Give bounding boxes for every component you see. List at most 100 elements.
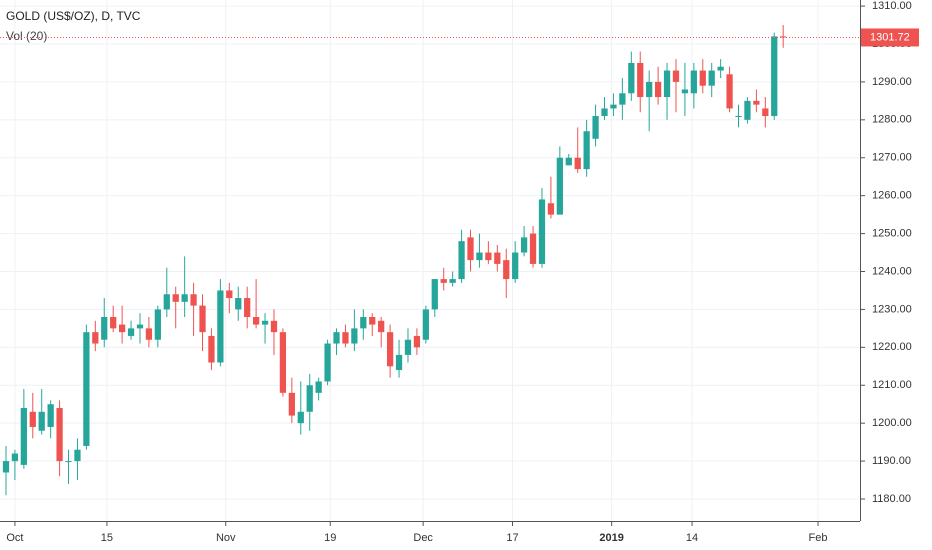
candle-body bbox=[637, 62, 644, 98]
x-tick-label: Dec bbox=[413, 532, 433, 544]
candle-body bbox=[449, 279, 456, 283]
candle-body bbox=[110, 316, 117, 329]
candle-body bbox=[217, 290, 224, 363]
candle-body bbox=[83, 332, 90, 446]
candle-body bbox=[458, 241, 465, 280]
x-tick-label: 14 bbox=[686, 532, 698, 544]
candle-body bbox=[181, 294, 188, 302]
candle-body bbox=[154, 309, 161, 340]
y-tick-label: 1290.00 bbox=[872, 76, 912, 88]
candle-body bbox=[610, 104, 617, 109]
candle-body bbox=[690, 70, 697, 94]
candle-body bbox=[485, 252, 492, 261]
y-tick-label: 1250.00 bbox=[872, 227, 912, 239]
candle-body bbox=[395, 354, 403, 371]
candle-body bbox=[315, 381, 322, 393]
candles bbox=[2, 25, 787, 496]
candle-body bbox=[440, 279, 447, 283]
y-tick-label: 1230.00 bbox=[872, 303, 912, 315]
last-price-label: 1301.72 bbox=[870, 31, 910, 43]
candle-body bbox=[601, 108, 608, 117]
x-tick-label: Nov bbox=[216, 532, 236, 544]
candle-body bbox=[422, 309, 429, 340]
candle-body bbox=[208, 335, 215, 363]
candle-body bbox=[101, 316, 108, 340]
candle-body bbox=[342, 332, 349, 344]
subtitle: Vol (20) bbox=[6, 29, 47, 43]
candle-body bbox=[145, 328, 153, 340]
candle-body bbox=[65, 461, 72, 463]
candle-body bbox=[74, 449, 81, 462]
y-tick-label: 1210.00 bbox=[872, 379, 912, 391]
grid bbox=[0, 0, 860, 521]
candle-body bbox=[235, 298, 242, 310]
candle-body bbox=[663, 70, 671, 98]
candle-body bbox=[351, 328, 358, 344]
candle-body bbox=[717, 66, 724, 71]
y-tick-label: 1270.00 bbox=[872, 152, 912, 164]
candle-body bbox=[172, 294, 179, 302]
candle-body bbox=[288, 392, 295, 416]
candle-body bbox=[413, 335, 421, 348]
candle-body bbox=[38, 411, 45, 431]
y-tick-label: 1260.00 bbox=[872, 190, 912, 202]
candle-body bbox=[672, 70, 680, 82]
candle-body bbox=[369, 316, 376, 325]
y-tick-label: 1240.00 bbox=[872, 265, 912, 277]
candle-body bbox=[47, 404, 54, 427]
x-tick-label: Feb bbox=[809, 532, 828, 544]
candle-body bbox=[244, 298, 251, 317]
candle-body bbox=[252, 316, 260, 325]
candle-body bbox=[565, 157, 572, 166]
y-tick-label: 1190.00 bbox=[872, 455, 911, 467]
candle-body bbox=[297, 411, 304, 424]
candle-body bbox=[20, 408, 27, 465]
candle-body bbox=[753, 100, 760, 105]
y-tick-label: 1310.00 bbox=[872, 0, 912, 12]
candle-body bbox=[476, 252, 483, 261]
candle-body bbox=[190, 294, 197, 306]
candle-body bbox=[29, 411, 36, 427]
candle-body bbox=[226, 290, 233, 299]
candle-body bbox=[771, 36, 778, 117]
candle-body bbox=[628, 62, 635, 94]
candle-body bbox=[654, 81, 662, 98]
candle-body bbox=[333, 332, 340, 344]
candle-body bbox=[199, 305, 206, 333]
candle-body bbox=[279, 332, 287, 393]
candle-body bbox=[494, 252, 501, 264]
candle-body bbox=[646, 81, 653, 98]
candle-body bbox=[681, 89, 689, 94]
y-tick-label: 1220.00 bbox=[872, 341, 912, 353]
candle-body bbox=[574, 157, 581, 170]
candle-body bbox=[699, 70, 706, 86]
candle-body bbox=[163, 294, 170, 310]
candle-body bbox=[118, 324, 126, 333]
y-tick-label: 1180.00 bbox=[872, 493, 911, 505]
x-tick-label: 2019 bbox=[599, 532, 623, 544]
y-tick-label: 1200.00 bbox=[872, 417, 912, 429]
candle-body bbox=[744, 100, 751, 120]
x-tick-label: 19 bbox=[324, 532, 336, 544]
candle-body bbox=[261, 320, 269, 325]
candle-body bbox=[520, 237, 528, 253]
candle-body bbox=[762, 108, 769, 117]
candle-body bbox=[726, 74, 733, 109]
candle-body bbox=[136, 324, 144, 329]
candle-body bbox=[378, 320, 385, 333]
candle-body bbox=[306, 385, 313, 412]
candle-body bbox=[735, 116, 742, 118]
candle-body bbox=[324, 343, 331, 382]
x-tick-label: 15 bbox=[101, 532, 113, 544]
candle-body bbox=[780, 36, 787, 38]
y-tick-label: 1280.00 bbox=[872, 114, 912, 126]
candle-body bbox=[127, 328, 135, 336]
candle-body bbox=[538, 199, 546, 264]
candle-body bbox=[467, 237, 474, 261]
candle-body bbox=[386, 332, 394, 367]
candle-body bbox=[503, 260, 510, 280]
candle-body bbox=[592, 116, 599, 139]
candle-body bbox=[270, 320, 278, 333]
